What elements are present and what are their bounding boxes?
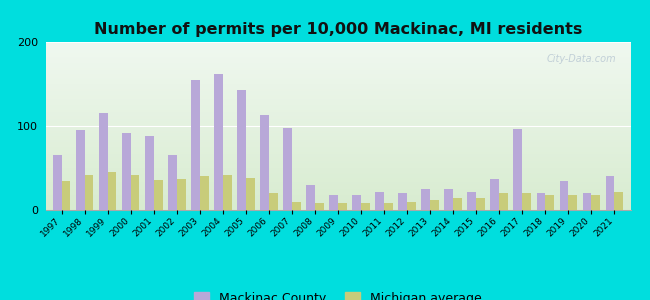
Bar	[499, 193, 508, 210]
Bar	[145, 136, 154, 210]
Bar	[445, 189, 453, 210]
Bar	[154, 180, 162, 210]
Bar	[122, 133, 131, 210]
Bar	[560, 181, 568, 210]
Bar	[491, 179, 499, 210]
Bar	[522, 193, 531, 210]
Bar	[260, 115, 269, 210]
Bar	[177, 179, 185, 210]
Bar	[306, 185, 315, 210]
Bar	[168, 155, 177, 210]
Bar	[76, 130, 85, 210]
Bar	[200, 176, 209, 210]
Bar	[84, 175, 94, 210]
Bar	[246, 178, 255, 210]
Bar	[453, 198, 462, 210]
Bar	[430, 200, 439, 210]
Bar	[568, 195, 577, 210]
Bar	[108, 172, 116, 210]
Bar	[606, 176, 614, 210]
Bar	[582, 193, 592, 210]
Text: City-Data.com: City-Data.com	[546, 54, 616, 64]
Bar	[330, 195, 338, 210]
Bar	[407, 202, 416, 210]
Bar	[536, 193, 545, 210]
Bar	[375, 191, 384, 210]
Bar	[384, 203, 393, 210]
Bar	[131, 175, 140, 210]
Bar	[592, 195, 600, 210]
Bar	[514, 128, 522, 210]
Bar	[421, 189, 430, 210]
Bar	[62, 181, 70, 210]
Bar	[191, 80, 200, 210]
Bar	[315, 203, 324, 210]
Legend: Mackinac County, Michigan average: Mackinac County, Michigan average	[194, 292, 482, 300]
Bar	[614, 191, 623, 210]
Bar	[269, 193, 278, 210]
Bar	[545, 195, 554, 210]
Bar	[338, 203, 346, 210]
Bar	[352, 195, 361, 210]
Bar	[467, 191, 476, 210]
Bar	[53, 155, 62, 210]
Bar	[398, 193, 407, 210]
Bar	[237, 90, 246, 210]
Title: Number of permits per 10,000 Mackinac, MI residents: Number of permits per 10,000 Mackinac, M…	[94, 22, 582, 37]
Bar	[283, 128, 292, 210]
Bar	[476, 198, 485, 210]
Bar	[223, 175, 231, 210]
Bar	[214, 74, 223, 210]
Bar	[99, 113, 108, 210]
Bar	[292, 202, 301, 210]
Bar	[361, 203, 370, 210]
